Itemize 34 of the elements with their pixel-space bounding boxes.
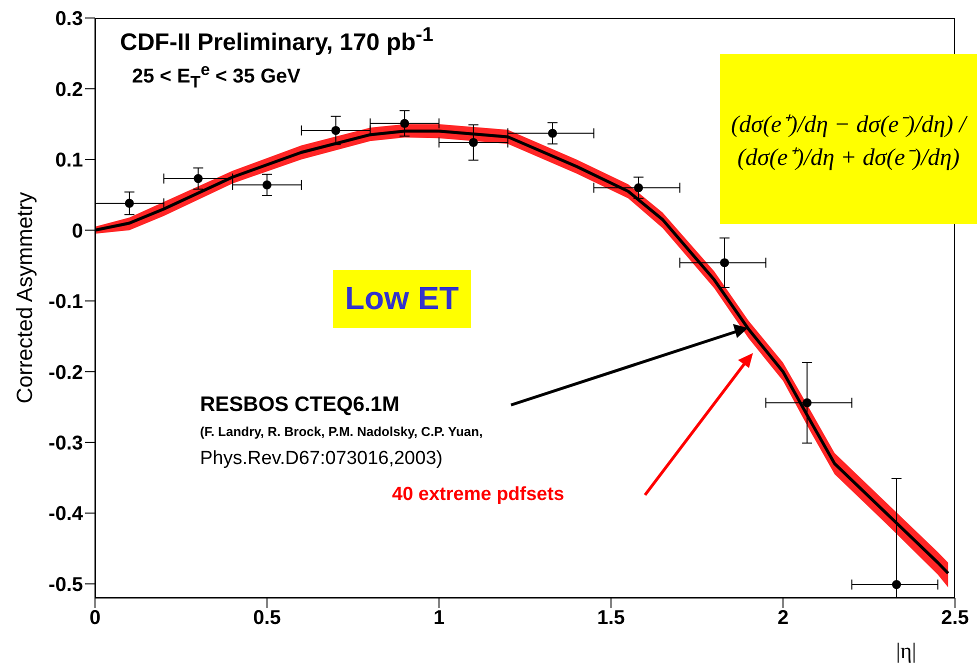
point bbox=[262, 180, 272, 190]
x-tick-label: 0 bbox=[89, 607, 101, 630]
chart-title: CDF-II Preliminary, 170 pb$^{-1}$ bbox=[120, 24, 434, 57]
x-tick-label: 2 bbox=[777, 607, 789, 630]
point bbox=[400, 118, 410, 128]
x-tick-label: 2.5 bbox=[941, 607, 969, 630]
point bbox=[548, 128, 558, 138]
point bbox=[468, 138, 478, 147]
text: 25 < E$_{T}$$^{e}$ < 35 GeV bbox=[132, 60, 300, 93]
x-tick-label: 0.5 bbox=[253, 607, 281, 630]
point bbox=[124, 198, 134, 208]
y-tick-label: -0.1 bbox=[48, 291, 83, 314]
annotation: 40 extreme pdfsets bbox=[392, 484, 564, 506]
point bbox=[634, 183, 644, 192]
y-tick-label: 0.2 bbox=[55, 78, 83, 101]
y-tick-label: 0 bbox=[72, 220, 83, 242]
annotation: RESBOS CTEQ6.1M bbox=[200, 393, 400, 417]
y-tick-label: -0.5 bbox=[48, 574, 83, 596]
point bbox=[331, 126, 340, 135]
y-tick-label: -0.4 bbox=[48, 503, 84, 526]
point bbox=[802, 398, 812, 408]
x-tick-label: 1.5 bbox=[597, 607, 625, 630]
point bbox=[194, 174, 203, 184]
x-axis-title: |η| bbox=[896, 638, 916, 664]
y-tick-label: -0.2 bbox=[48, 362, 83, 384]
annotation: Phys.Rev.D67:073016,2003) bbox=[200, 448, 443, 470]
y-tick-label: 0.1 bbox=[55, 150, 83, 172]
y-axis-title: Corrected Asymmetry bbox=[12, 192, 38, 404]
x-tick-label: 1 bbox=[433, 607, 445, 630]
point bbox=[720, 258, 730, 268]
point bbox=[892, 580, 902, 590]
y-tick-label: -0.3 bbox=[48, 432, 83, 454]
y-tick-label: 0.3 bbox=[55, 8, 83, 30]
annotation: (F. Landry, R. Brock, P.M. Nadolsky, C.P. Yuan, bbox=[200, 424, 483, 439]
